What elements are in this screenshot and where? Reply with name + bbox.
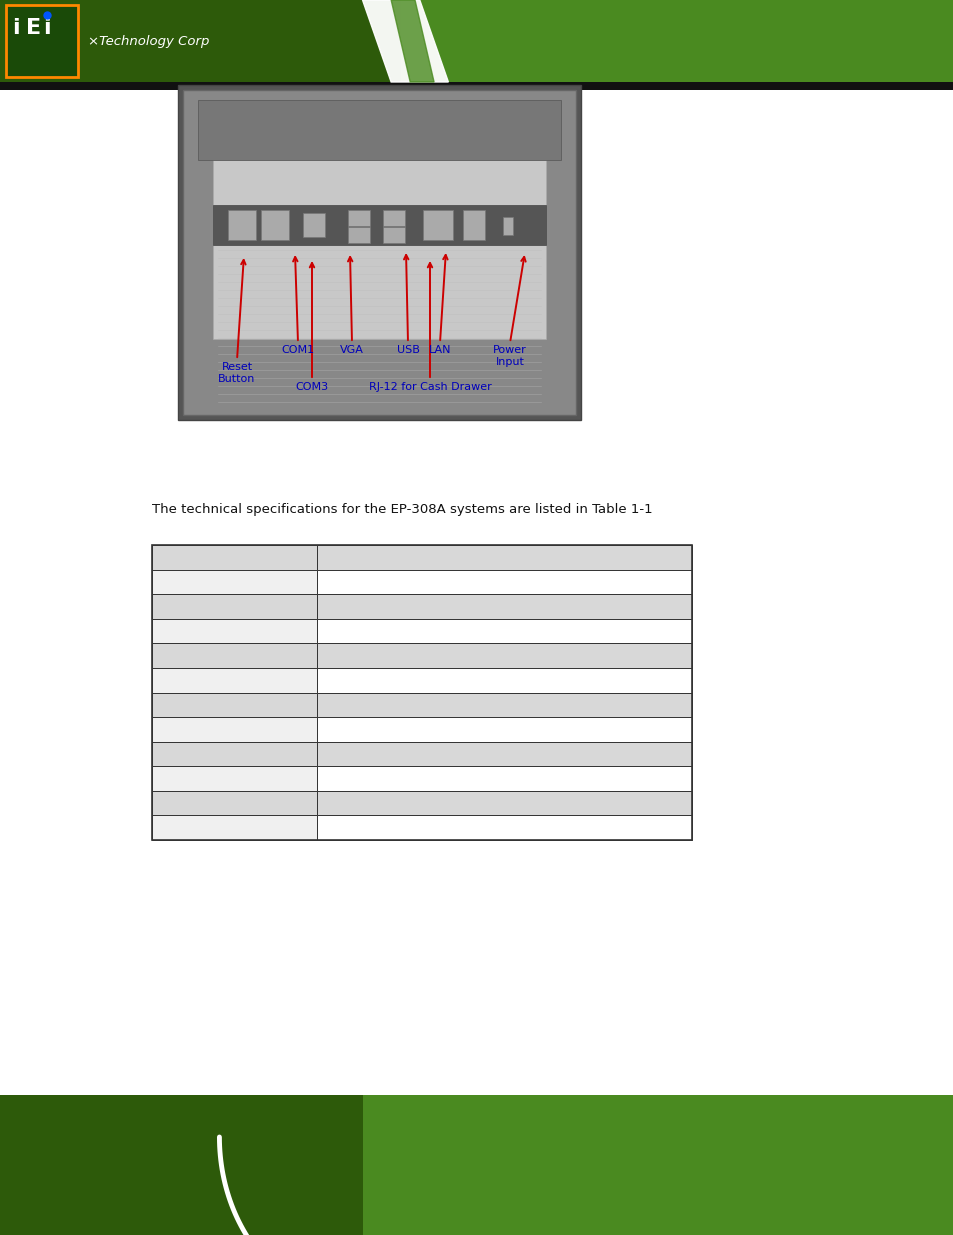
Text: USB: USB	[396, 345, 419, 354]
Bar	[213, 161, 545, 338]
Bar	[6, 5, 78, 77]
Bar	[462, 210, 484, 240]
Polygon shape	[391, 0, 434, 82]
Bar	[152, 766, 316, 790]
Bar	[152, 545, 691, 840]
Bar	[316, 569, 691, 594]
Bar	[0, 82, 953, 90]
Bar	[152, 569, 316, 594]
Bar	[183, 90, 576, 415]
Bar	[316, 790, 691, 815]
Text: E: E	[26, 19, 41, 38]
Bar	[152, 594, 316, 619]
Bar	[348, 227, 370, 243]
Text: COM1: COM1	[281, 345, 314, 354]
Bar	[152, 619, 316, 643]
Bar	[178, 85, 580, 420]
Bar	[502, 217, 513, 235]
Bar	[316, 815, 691, 840]
Text: i: i	[12, 19, 20, 38]
Bar	[152, 643, 316, 668]
Bar	[261, 210, 289, 240]
Bar	[382, 227, 405, 243]
Bar	[316, 718, 691, 742]
Text: The technical specifications for the EP-308A systems are listed in Table 1-1: The technical specifications for the EP-…	[152, 503, 652, 516]
Bar	[0, 0, 400, 82]
Bar	[316, 693, 691, 718]
Bar	[382, 210, 405, 226]
Text: VGA: VGA	[339, 345, 363, 354]
Bar	[0, 0, 953, 82]
Bar	[152, 693, 316, 718]
Bar	[228, 210, 255, 240]
Text: Power
Input: Power Input	[493, 345, 526, 367]
Text: Reset
Button: Reset Button	[218, 362, 255, 384]
Text: ×Technology Corp: ×Technology Corp	[88, 35, 209, 47]
Bar	[316, 766, 691, 790]
Bar	[0, 1095, 362, 1235]
Text: i: i	[43, 19, 51, 38]
Bar	[316, 668, 691, 693]
Bar	[213, 205, 545, 245]
Bar	[422, 210, 453, 240]
Text: RJ-12 for Cash Drawer: RJ-12 for Cash Drawer	[368, 382, 491, 391]
Bar	[152, 742, 316, 766]
Bar	[198, 100, 560, 161]
Bar	[316, 545, 691, 569]
Bar	[303, 212, 325, 237]
Bar	[152, 815, 316, 840]
Bar	[152, 668, 316, 693]
Polygon shape	[362, 0, 448, 82]
Bar	[152, 718, 316, 742]
Bar	[316, 643, 691, 668]
Bar	[316, 742, 691, 766]
Bar	[152, 790, 316, 815]
Text: LAN: LAN	[428, 345, 451, 354]
Bar	[316, 619, 691, 643]
Text: COM3: COM3	[295, 382, 328, 391]
Bar	[348, 210, 370, 226]
Bar	[316, 594, 691, 619]
Bar	[152, 545, 316, 569]
Bar	[0, 1095, 953, 1235]
